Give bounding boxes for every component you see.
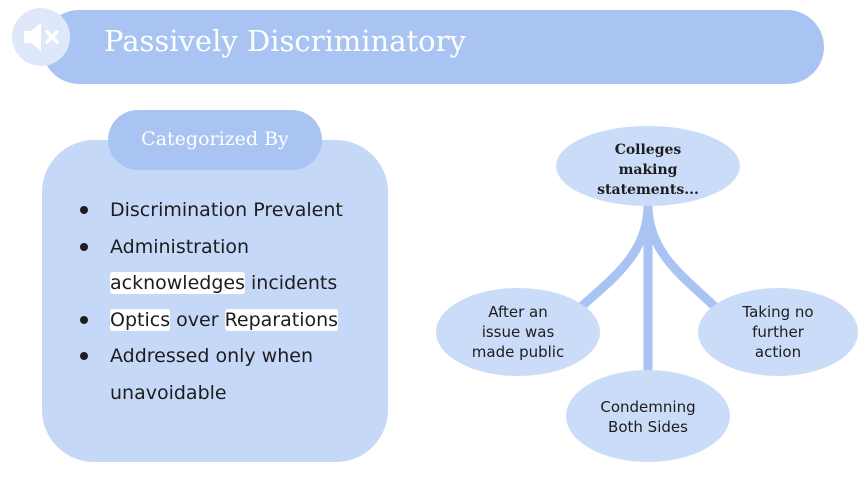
- node-no-action: [698, 288, 858, 376]
- highlighted-text: acknowledges: [110, 272, 245, 294]
- title-bar: [42, 10, 824, 84]
- node-colleges-text: Colleges making statements...: [597, 142, 699, 198]
- bullet-text: Discrimination Prevalent: [110, 199, 343, 221]
- categorized-by-pill: Categorized By: [108, 110, 322, 170]
- list-item: Administration acknowledges incidents: [76, 229, 376, 302]
- bullet-text: Addressed only when: [110, 345, 313, 367]
- node-condemning: [566, 370, 730, 462]
- bullet-text: unavoidable: [110, 381, 227, 404]
- bullet-text: over: [176, 308, 219, 331]
- list-item: Optics over Reparations: [76, 302, 376, 339]
- node-after-issue-text: After an issue was made public: [471, 303, 565, 361]
- node-no-action-text: Taking no further action: [742, 303, 814, 361]
- category-list: Discrimination Prevalent Administration a…: [76, 192, 376, 411]
- speaker-button[interactable]: [12, 8, 70, 66]
- connector-right: [643, 204, 720, 312]
- bullet-text: Administration: [110, 235, 250, 258]
- speaker-muted-icon: [24, 23, 59, 51]
- page-title: Passively Discriminatory: [104, 24, 466, 58]
- bullet-text: incidents: [251, 272, 338, 294]
- highlighted-text: Reparations: [224, 308, 339, 331]
- categories-panel: [42, 140, 388, 462]
- highlighted-text: Optics: [110, 308, 171, 331]
- node-colleges: [556, 126, 740, 206]
- node-condemning-text: Condemning Both Sides: [600, 398, 696, 436]
- connector-left: [576, 204, 653, 312]
- list-item: Discrimination Prevalent: [76, 192, 376, 229]
- list-item: Addressed only when unavoidable: [76, 338, 376, 411]
- node-after-issue: [436, 288, 600, 376]
- connectors: [576, 204, 720, 378]
- categorized-by-label: Categorized By: [141, 128, 289, 150]
